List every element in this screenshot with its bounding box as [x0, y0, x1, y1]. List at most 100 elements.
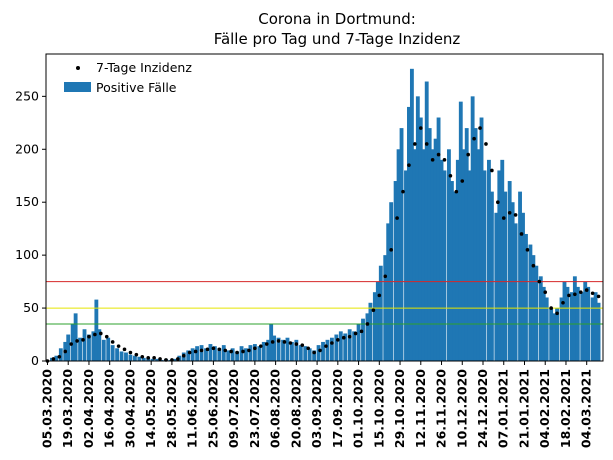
bar-positive-faelle [470, 96, 475, 361]
point-7-tage-inzidenz [193, 349, 198, 354]
bar-positive-faelle [596, 302, 601, 361]
bar-positive-faelle [321, 341, 325, 361]
bar-positive-faelle [424, 81, 429, 362]
point-7-tage-inzidenz [395, 216, 399, 220]
bar-positive-faelle [569, 292, 574, 361]
point-7-tage-inzidenz [176, 357, 180, 361]
bar-positive-faelle [479, 117, 484, 362]
bar-positive-faelle [356, 323, 361, 361]
point-7-tage-inzidenz [383, 274, 388, 279]
x-tick-label: 06.08.2020 [268, 369, 283, 448]
point-7-tage-inzidenz [578, 290, 583, 294]
bar-positive-faelle [316, 345, 321, 361]
bar-positive-faelle [195, 346, 200, 361]
bar-positive-faelle [343, 333, 348, 361]
bar-positive-faelle [436, 117, 441, 362]
bar-positive-faelle [467, 170, 472, 361]
bar-positive-faelle [338, 331, 343, 361]
point-7-tage-inzidenz [537, 279, 542, 284]
bar-positive-faelle [58, 348, 63, 361]
bar-positive-faelle [155, 358, 160, 361]
point-7-tage-inzidenz [104, 334, 109, 339]
point-7-tage-inzidenz [199, 348, 204, 353]
bar-positive-faelle [538, 276, 543, 361]
bar-positive-faelle [482, 170, 487, 361]
bar-positive-faelle [427, 128, 432, 361]
point-7-tage-inzidenz [241, 349, 245, 354]
bar-positive-faelle [559, 297, 564, 361]
bar-positive-faelle [368, 302, 373, 361]
bar-positive-faelle [421, 149, 426, 361]
point-7-tage-inzidenz [413, 142, 417, 146]
chart-subtitle: Fälle pro Tag und 7-Tage Inzidenz [214, 30, 461, 48]
bar-positive-faelle [430, 149, 435, 361]
x-tick-label: 17.09.2020 [330, 369, 345, 448]
x-tick-label: 01.10.2020 [351, 369, 366, 448]
point-7-tage-inzidenz [152, 356, 156, 360]
point-7-tage-inzidenz [300, 343, 305, 347]
bar-positive-faelle [248, 345, 253, 361]
bar-positive-faelle [137, 356, 142, 361]
point-7-tage-inzidenz [525, 248, 530, 252]
y-tick-label: 100 [15, 247, 39, 262]
bar-positive-faelle [393, 181, 398, 361]
point-7-tage-inzidenz [270, 340, 275, 344]
point-7-tage-inzidenz [235, 350, 239, 355]
point-7-tage-inzidenz [158, 357, 162, 361]
bar-positive-faelle [503, 191, 508, 361]
point-7-tage-inzidenz [353, 331, 358, 336]
bar-positive-faelle [257, 346, 262, 361]
point-7-tage-inzidenz [472, 136, 476, 141]
bar-positive-faelle [375, 281, 380, 361]
x-tick-label: 16.04.2020 [102, 369, 117, 448]
point-7-tage-inzidenz [543, 290, 548, 294]
point-7-tage-inzidenz [584, 288, 589, 292]
point-7-tage-inzidenz [128, 350, 133, 355]
point-7-tage-inzidenz [359, 329, 364, 334]
point-7-tage-inzidenz [424, 142, 429, 146]
bar-positive-faelle [334, 334, 339, 361]
x-tick-label: 24.12.2020 [475, 369, 490, 448]
point-7-tage-inzidenz [590, 291, 595, 296]
bar-positive-faelle [583, 281, 588, 361]
bar-positive-faelle [412, 149, 417, 361]
bar-positive-faelle [442, 170, 447, 361]
bar-positive-faelle [239, 346, 244, 361]
bar-positive-faelle [272, 335, 277, 361]
point-7-tage-inzidenz [116, 344, 121, 348]
bar-positive-faelle [365, 313, 370, 361]
point-7-tage-inzidenz [217, 347, 222, 352]
x-tick-label: 25.06.2020 [205, 369, 220, 448]
point-7-tage-inzidenz [519, 232, 524, 236]
point-7-tage-inzidenz [501, 216, 506, 220]
bar-positive-faelle [562, 281, 567, 361]
bar-positive-faelle [409, 68, 414, 361]
bar-positive-faelle [439, 159, 444, 361]
bar-positive-faelle [593, 292, 598, 361]
bar-positive-faelle [455, 159, 460, 361]
bar-positive-faelle [447, 149, 451, 361]
bar-positive-faelle [399, 128, 404, 361]
bar-positive-faelle [204, 348, 208, 361]
point-7-tage-inzidenz [146, 356, 151, 360]
bar-positive-faelle [281, 339, 285, 361]
bar-positive-faelle [54, 355, 59, 361]
point-7-tage-inzidenz [507, 210, 512, 215]
x-tick-label: 23.07.2020 [247, 369, 262, 448]
bar-positive-faelle [221, 345, 226, 361]
bar-positive-faelle [82, 329, 87, 361]
bar-positive-faelle [386, 223, 391, 361]
y-tick-label: 0 [31, 353, 39, 368]
bar-positive-faelle [230, 348, 235, 361]
bar-positive-faelle [433, 138, 438, 361]
x-tick-label: 12.11.2020 [413, 369, 428, 448]
bar-positive-faelle [494, 212, 499, 361]
bar-positive-faelle [572, 276, 577, 361]
bar-positive-faelle [66, 334, 71, 361]
point-7-tage-inzidenz [205, 347, 210, 352]
bar-positive-faelle [244, 348, 248, 361]
bar-positive-faelle [500, 159, 505, 361]
point-7-tage-inzidenz [448, 173, 453, 178]
